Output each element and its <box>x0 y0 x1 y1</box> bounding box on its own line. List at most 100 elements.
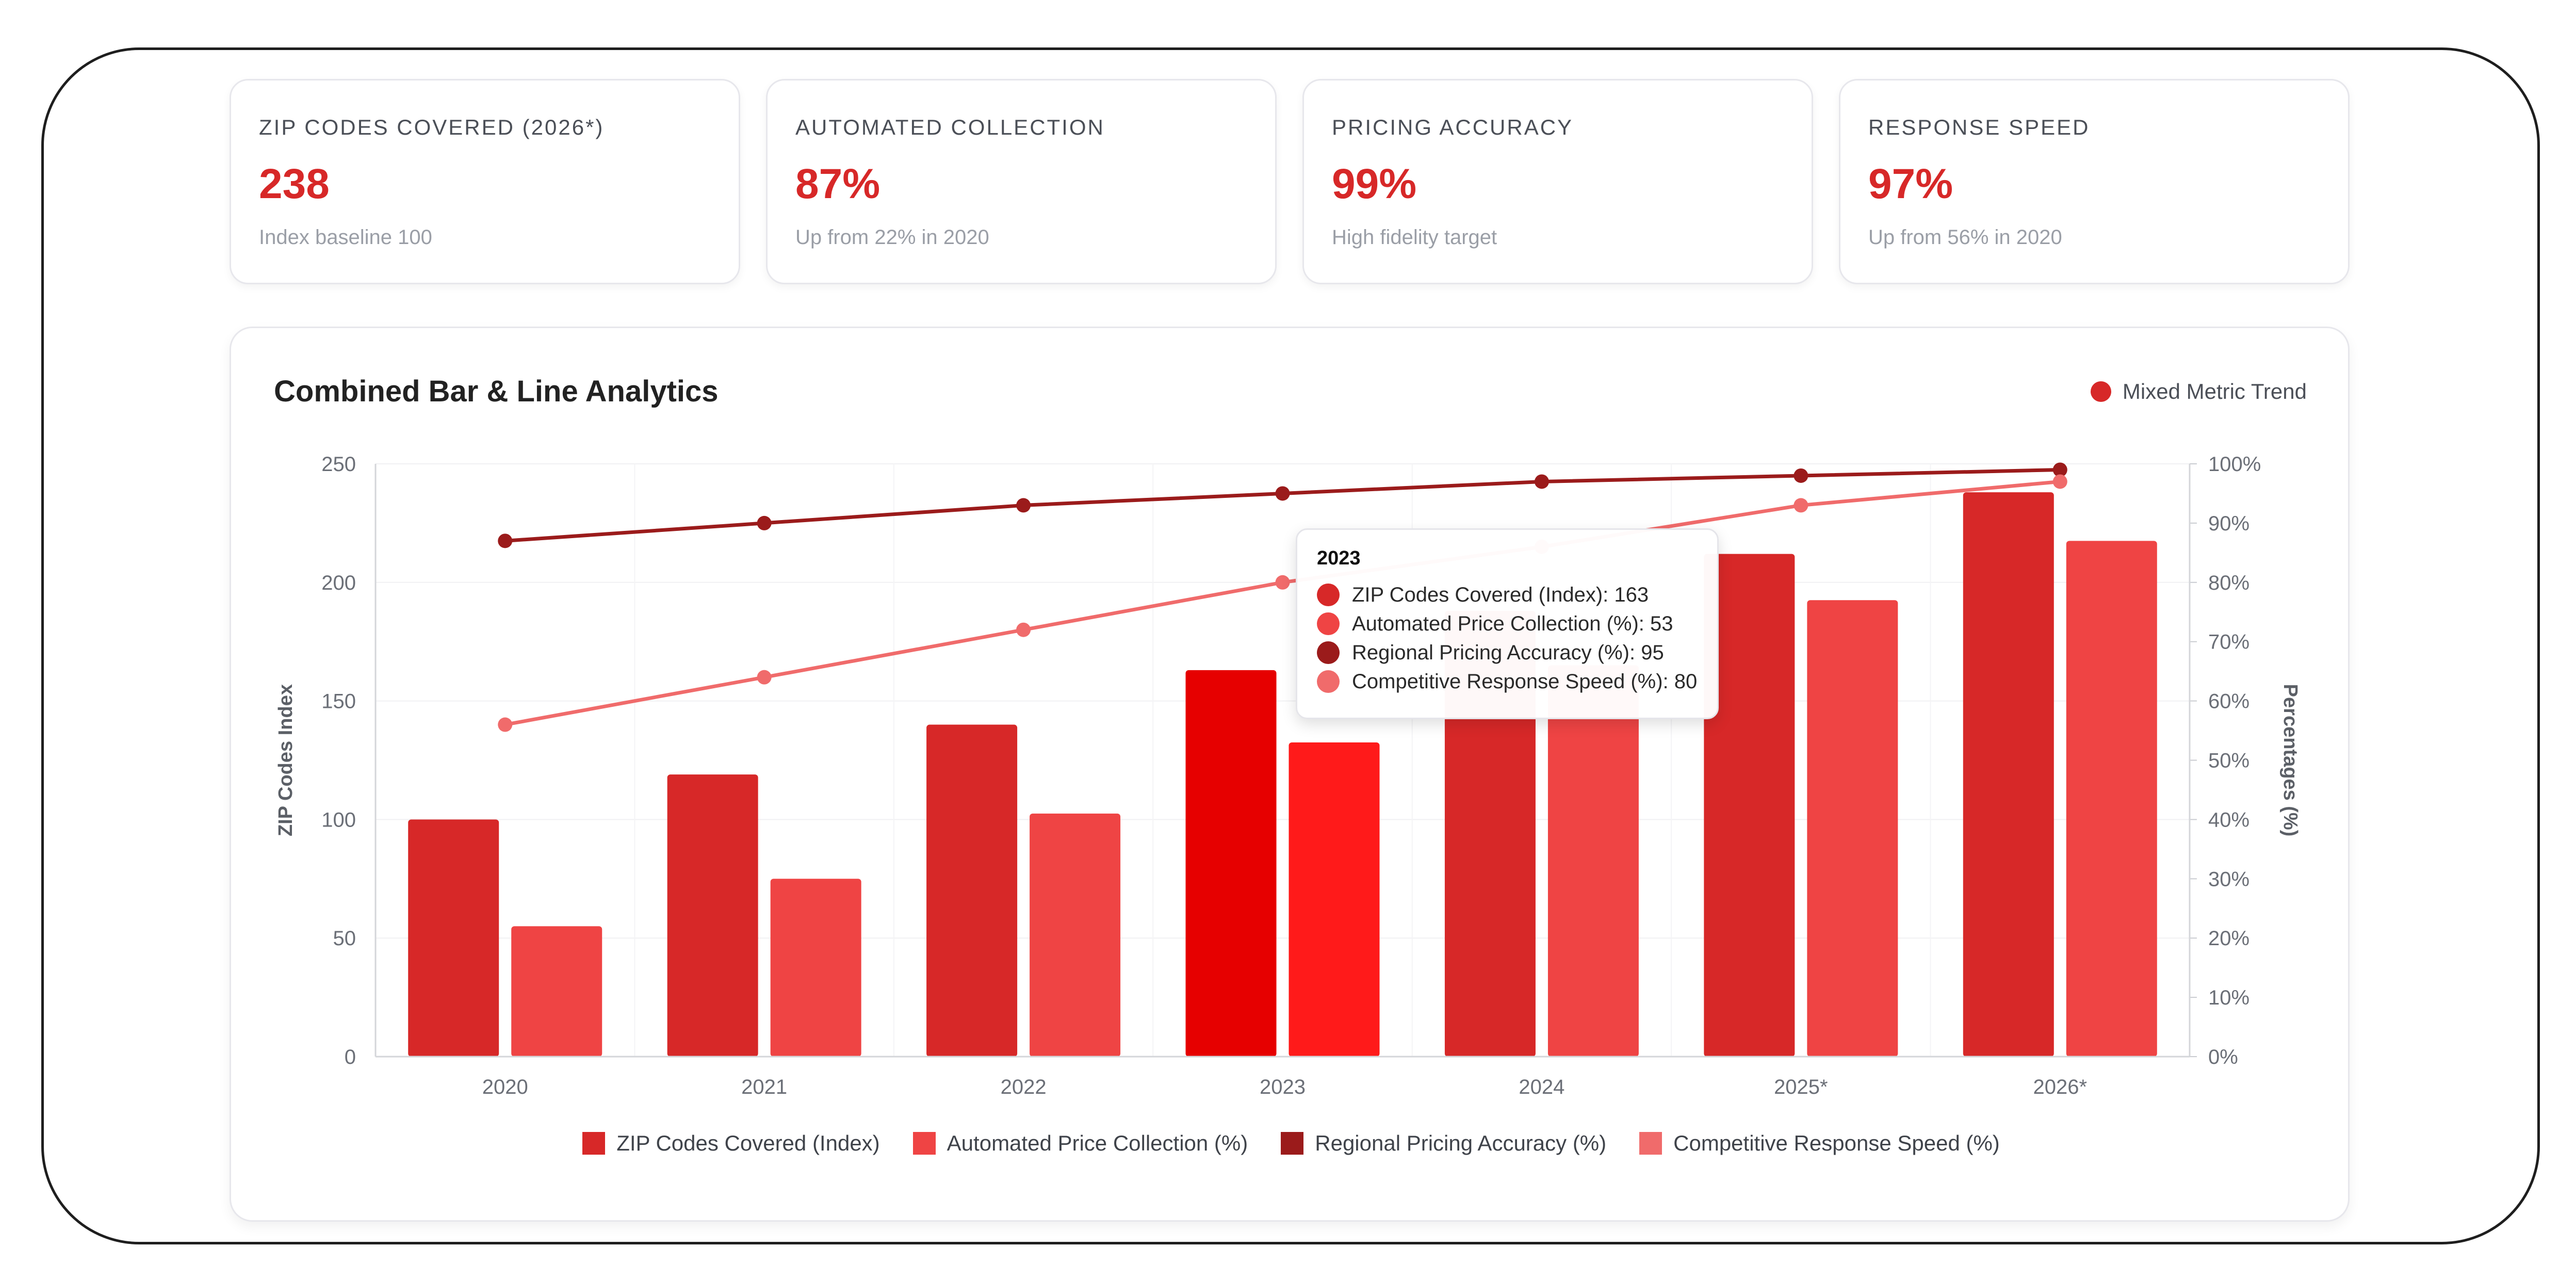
combo-chart: 0 50 100 150 200 250 0% 10% 20% 30% 40% 50% 60% 70% 80… <box>275 453 2301 1098</box>
kpi-card-zip-codes: ZIP CODES COVERED (2026*) 238 Index base… <box>230 79 740 284</box>
y-right-tick-label: 10% <box>2208 986 2249 1009</box>
y-right-tick-label: 90% <box>2208 512 2249 535</box>
legend-label: Regional Pricing Accuracy (%) <box>1315 1131 1607 1155</box>
x-tick-label: 2022 <box>1001 1076 1047 1098</box>
bar-automated-collection <box>1289 742 1380 1057</box>
bar-zip-codes <box>667 774 758 1057</box>
chart-panel: Combined Bar & Line Analytics Mixed Metr… <box>230 327 2350 1222</box>
bar-automated-collection <box>2066 541 2157 1057</box>
bar-zip-codes <box>1444 610 1536 1057</box>
tooltip-row-text: Regional Pricing Accuracy (%): 95 <box>1352 641 1664 664</box>
kpi-value: 87% <box>795 160 881 207</box>
line-point <box>1016 622 1031 637</box>
trend-label: Mixed Metric Trend <box>2122 379 2307 403</box>
trend-dot-icon <box>2090 381 2111 402</box>
kpi-value: 238 <box>259 160 330 207</box>
x-tick-label: 2024 <box>1519 1076 1564 1098</box>
y-left-tick-label: 150 <box>321 690 356 713</box>
line-regional-pricing-accuracy <box>504 467 2060 543</box>
line-point <box>757 515 772 530</box>
tooltip-dot-icon <box>1317 670 1340 693</box>
legend-item[interactable]: ZIP Codes Covered (Index) <box>582 1131 880 1155</box>
tooltip-title: 2023 <box>1317 547 1361 569</box>
bar-automated-collection <box>1030 813 1121 1057</box>
tick-labels: 0 50 100 150 200 250 0% 10% 20% 30% 40% 50% 60% 70% 80… <box>275 453 2301 1098</box>
line-point <box>757 670 772 685</box>
y-right-tick-label: 100% <box>2208 453 2261 476</box>
y-right-tick-label: 30% <box>2208 868 2249 891</box>
kpi-value: 99% <box>1332 160 1417 207</box>
legend-swatch-icon <box>912 1132 936 1155</box>
tooltip-row: Automated Price Collection (%): 53 <box>1317 609 1717 638</box>
bar-zip-codes <box>1185 670 1277 1057</box>
y-right-tick-label: 60% <box>2208 690 2249 713</box>
kpi-card-response-speed: RESPONSE SPEED 97% Up from 56% in 2020 <box>1839 79 2350 284</box>
bar-automated-collection <box>1807 600 1898 1057</box>
y-right-tick-label: 50% <box>2208 750 2249 772</box>
series-lines <box>498 462 2067 732</box>
y-left-axis-title: ZIP Codes Index <box>275 684 297 836</box>
tooltip-row: Competitive Response Speed (%): 80 <box>1317 667 1717 696</box>
tooltip-row-text: Automated Price Collection (%): 53 <box>1352 612 1673 635</box>
bar-zip-codes <box>1963 492 2054 1057</box>
y-left-tick-label: 0 <box>345 1046 356 1068</box>
legend-item[interactable]: Regional Pricing Accuracy (%) <box>1281 1132 1606 1155</box>
line-point <box>1794 498 1808 513</box>
x-tick-label: 2023 <box>1260 1076 1306 1098</box>
kpi-label: RESPONSE SPEED <box>1868 115 2090 139</box>
chart-title: Combined Bar & Line Analytics <box>274 375 719 408</box>
bar-zip-codes <box>1704 554 1795 1057</box>
x-tick-label: 2026* <box>2033 1076 2088 1098</box>
chart-legend: ZIP Codes Covered (Index) Automated Pric… <box>231 1128 2351 1159</box>
line-point <box>2052 474 2067 489</box>
tooltip-row-text: Competitive Response Speed (%): 80 <box>1352 670 1698 693</box>
kpi-label: ZIP CODES COVERED (2026*) <box>259 115 605 139</box>
tooltip-row: Regional Pricing Accuracy (%): 95 <box>1317 638 1717 667</box>
line-point <box>1016 498 1031 513</box>
bar-automated-collection <box>1547 665 1639 1057</box>
tooltip-dot-icon <box>1317 584 1340 606</box>
y-right-tick-label: 40% <box>2208 808 2249 831</box>
y-right-axis-title: Percentages (%) <box>2279 684 2301 837</box>
kpi-card-automated-collection: AUTOMATED COLLECTION 87% Up from 22% in … <box>766 79 1277 284</box>
line-point <box>1275 486 1290 501</box>
legend-label: Automated Price Collection (%) <box>947 1131 1248 1155</box>
line-point <box>498 717 513 732</box>
chart-tooltip: 2023 ZIP Codes Covered (Index): 163 Auto… <box>1296 528 1719 719</box>
bar-automated-collection <box>511 926 602 1057</box>
axes <box>374 463 2197 1058</box>
legend-label: ZIP Codes Covered (Index) <box>616 1131 880 1155</box>
kpi-label: PRICING ACCURACY <box>1332 115 1574 139</box>
legend-item[interactable]: Automated Price Collection (%) <box>912 1131 1248 1155</box>
y-right-tick-label: 70% <box>2208 631 2249 654</box>
trend-indicator: Mixed Metric Trend <box>2090 379 2307 403</box>
line-point <box>1275 575 1290 590</box>
kpi-subtext: Up from 56% in 2020 <box>1868 226 2062 249</box>
y-left-tick-label: 100 <box>321 808 356 831</box>
legend-item[interactable]: Competitive Response Speed (%) <box>1639 1132 2000 1155</box>
tooltip-row-text: ZIP Codes Covered (Index): 163 <box>1352 584 1649 606</box>
bars <box>408 492 2157 1057</box>
legend-swatch-icon <box>582 1132 606 1155</box>
line-point <box>2052 462 2067 477</box>
bar-zip-codes <box>408 819 499 1057</box>
kpi-subtext: High fidelity target <box>1332 226 1497 249</box>
legend-label: Competitive Response Speed (%) <box>1673 1131 2000 1155</box>
tooltip-dot-icon <box>1317 612 1340 635</box>
kpi-row: ZIP CODES COVERED (2026*) 238 Index base… <box>230 79 2350 284</box>
y-left-tick-label: 200 <box>321 572 356 594</box>
kpi-subtext: Up from 22% in 2020 <box>795 226 989 249</box>
y-right-tick-label: 80% <box>2208 572 2249 594</box>
x-tick-label: 2020 <box>482 1076 528 1098</box>
line-point <box>498 533 513 548</box>
kpi-card-pricing-accuracy: PRICING ACCURACY 99% High fidelity targe… <box>1302 79 1813 284</box>
line-point <box>1534 474 1549 489</box>
line-point <box>1794 468 1808 483</box>
tooltip-dot-icon <box>1317 641 1340 664</box>
kpi-value: 97% <box>1868 160 1953 207</box>
x-tick-label: 2025* <box>1774 1076 1828 1098</box>
legend-swatch-icon <box>1281 1132 1304 1155</box>
y-left-tick-label: 50 <box>333 927 356 950</box>
legend-swatch-icon <box>1639 1132 1662 1155</box>
grid-lines <box>375 463 2190 1057</box>
